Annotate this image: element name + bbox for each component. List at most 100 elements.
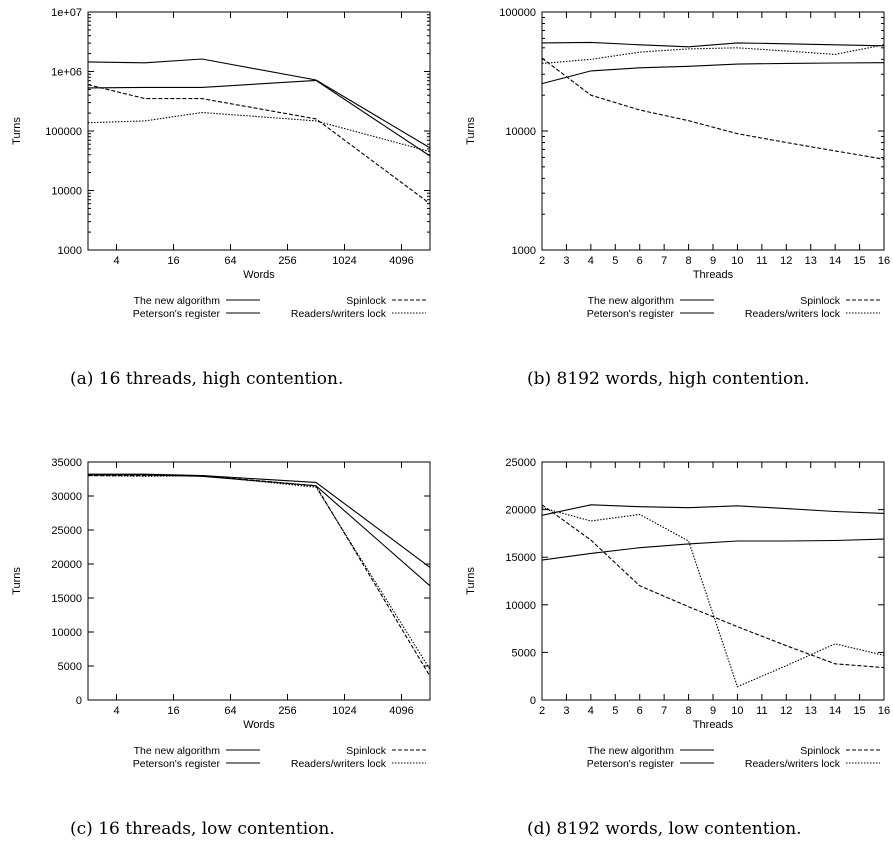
x-tick-label: 256 [278,705,296,717]
y-axis-label: Turns [11,117,23,145]
y-tick-label: 1000 [58,245,82,257]
legend-label: The new algorithm [134,745,221,757]
legend-label: Readers/writers lock [745,308,841,320]
x-tick-label: 7 [661,705,667,717]
x-tick-label: 16 [878,255,890,267]
x-tick-label: 64 [224,705,236,717]
x-tick-label: 12 [780,705,792,717]
legend-label: Spinlock [800,295,840,307]
x-tick-label: 9 [710,705,716,717]
legend-label: Readers/writers lock [291,308,387,320]
legend-label: Peterson's register [587,758,675,770]
x-tick-label: 8 [686,255,692,267]
x-axis-label: Words [243,269,275,281]
y-tick-label: 25000 [505,457,536,469]
y-tick-label: 5000 [58,661,82,673]
y-tick-label: 100000 [45,126,82,138]
figure-caption: (c) 16 threads, low contention. [70,819,335,839]
series-line [541,504,885,516]
legend-label: Readers/writers lock [291,758,387,770]
legend-label: Spinlock [800,745,840,757]
x-tick-label: 11 [756,705,767,717]
y-tick-label: 10000 [51,186,82,198]
x-tick-label: 11 [756,255,767,267]
x-tick-label: 4 [113,705,119,717]
y-tick-label: 100000 [499,7,536,19]
chart-panel: 1000 10000 100000 2 3 4 5 6 7 8 9 10 11 12 13 14 15 16 Thr… [465,7,890,389]
x-tick-label: 16 [878,705,890,717]
x-tick-label: 13 [805,705,817,717]
x-tick-label: 10 [731,705,743,717]
x-tick-label: 6 [637,255,643,267]
y-tick-label: 15000 [505,552,536,564]
x-tick-label: 256 [278,255,296,267]
x-tick-label: 4096 [389,705,413,717]
y-tick-label: 5000 [512,647,536,659]
legend-label: Peterson's register [587,308,675,320]
plot-frame [87,11,431,251]
x-tick-label: 5 [612,255,618,267]
x-tick-label: 16 [167,255,179,267]
y-tick-label: 25000 [51,525,82,537]
y-tick-label: 35000 [51,457,82,469]
y-tick-label: 10000 [505,126,536,138]
x-tick-label: 3 [563,255,569,267]
x-tick-label: 2 [539,705,545,717]
series-line [87,111,431,153]
legend-label: The new algorithm [134,295,221,307]
x-tick-label: 15 [853,255,865,267]
legend-label: Spinlock [346,745,386,757]
y-axis-label: Turns [11,567,23,595]
x-tick-label: 5 [612,705,618,717]
series-line [541,62,885,85]
x-tick-label: 15 [853,705,865,717]
legend-label: The new algorithm [588,745,675,757]
x-tick-label: 7 [661,255,667,267]
x-tick-label: 3 [563,705,569,717]
x-tick-label: 4 [588,255,594,267]
series-line [541,504,885,669]
x-tick-label: 9 [710,255,716,267]
chart-panel: 1000 10000 100000 1e+06 1e+07 4 16 64 256 1024 409… [11,7,431,389]
y-axis-label: Turns [465,117,477,145]
y-tick-label: 20000 [505,505,536,517]
series-line [541,57,885,160]
y-tick-label: 30000 [51,491,82,503]
series-line [541,41,885,48]
series-line [87,84,431,205]
x-tick-label: 8 [686,705,692,717]
x-axis-label: Threads [693,269,734,281]
plot-frame [541,461,885,701]
y-tick-label: 0 [76,695,82,707]
x-tick-label: 4096 [389,255,413,267]
y-tick-label: 20000 [51,559,82,571]
series-line [541,507,885,688]
x-tick-label: 14 [829,705,841,717]
y-axis-label: Turns [465,567,477,595]
y-tick-label: 10000 [51,627,82,639]
series-line [87,475,431,670]
x-tick-label: 6 [637,705,643,717]
x-tick-label: 2 [539,255,545,267]
chart-panel: 0 5000 10000 15000 20000 25000 30000 35000 4 16 64… [11,457,431,839]
legend-label: Spinlock [346,295,386,307]
x-tick-label: 4 [588,705,594,717]
chart-panel: 0 5000 10000 15000 20000 25000 2 3 4 5 6 7 8 9 10 11 12 1… [465,457,890,839]
x-tick-label: 10 [731,255,743,267]
x-tick-label: 1024 [332,255,356,267]
series-line [87,58,431,149]
series-line [541,538,885,561]
y-tick-label: 0 [530,695,536,707]
x-tick-label: 64 [224,255,236,267]
x-tick-label: 13 [805,255,817,267]
legend-label: Readers/writers lock [745,758,841,770]
y-tick-label: 15000 [51,593,82,605]
x-tick-label: 4 [113,255,119,267]
y-tick-label: 1000 [512,245,536,257]
legend-label: Peterson's register [133,308,221,320]
figure-caption: (b) 8192 words, high contention. [527,369,810,389]
y-tick-label: 1e+07 [51,7,82,19]
x-tick-label: 12 [780,255,792,267]
figure-caption: (d) 8192 words, low contention. [527,819,802,839]
